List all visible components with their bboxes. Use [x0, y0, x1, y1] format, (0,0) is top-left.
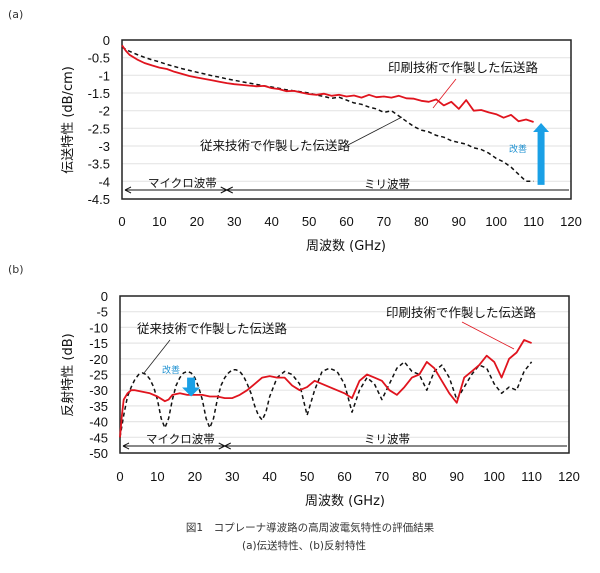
- y-tick-label: -25: [89, 368, 108, 383]
- y-tick-labels: 0 -0.5 -1 -1.5 -2 -2.5 -3 -3.5 -4 -4.5: [88, 33, 110, 207]
- series-printed-line: [121, 44, 534, 123]
- y-tick-label: 0: [101, 289, 108, 304]
- y-tick-label: 0: [103, 33, 110, 48]
- x-tick-label: 90: [452, 214, 466, 229]
- panel-label-b: (b): [8, 263, 24, 276]
- series-lines: [121, 44, 534, 183]
- x-tick-labels: 0 10 20 30 40 50 60 70 80 90 100 110 120: [118, 214, 581, 229]
- y-tick-label: -2: [98, 104, 110, 119]
- y-tick-label: -20: [89, 352, 108, 367]
- band-split-marker: [220, 186, 233, 194]
- y-tick-label: -50: [89, 446, 108, 461]
- gridlines: [122, 57, 571, 182]
- y-tick-label: -5: [96, 305, 108, 320]
- plot-frame: [119, 295, 570, 454]
- series-conventional-line: [121, 46, 534, 183]
- improve-label: 改善: [509, 143, 527, 155]
- chart-reflection: (b) 0-5-10-15-20-25-30-35-40-45-50 0 10 20…: [8, 263, 580, 509]
- x-tick-label: 70: [375, 469, 389, 484]
- band-label-mmwave: ミリ波帯: [364, 432, 410, 446]
- improve-arrow-shape: [533, 123, 550, 185]
- series-lines: [119, 339, 533, 438]
- y-axis-label: 伝送特性 (dB/cm): [61, 66, 76, 174]
- x-tick-label: 60: [339, 214, 353, 229]
- x-tick-label: 80: [414, 214, 428, 229]
- improve-arrow-up: [533, 123, 550, 185]
- x-tick-label: 0: [118, 214, 125, 229]
- conventional-label: 従来技術で作製した伝送路: [200, 138, 351, 153]
- y-tick-label: -1: [98, 68, 110, 83]
- y-tick-label: -35: [89, 399, 108, 414]
- x-tick-label: 100: [485, 214, 507, 229]
- printed-label: 印刷技術で作製した伝送路: [386, 305, 537, 320]
- x-tick-label: 40: [262, 469, 276, 484]
- y-tick-label: -0.5: [88, 51, 110, 66]
- y-tick-label: -3: [98, 139, 110, 154]
- annotations: 印刷技術で作製した伝送路 従来技術で作製した伝送路 改善: [200, 60, 550, 185]
- y-tick-label: -2.5: [88, 121, 110, 136]
- x-tick-label: 50: [300, 469, 314, 484]
- printed-leader-line: [432, 78, 457, 109]
- x-tick-labels: 0 10 20 30 40 50 60 70 80 90 100 110 120: [116, 469, 579, 484]
- x-tick-label: 120: [558, 469, 580, 484]
- band-split-marker: [218, 442, 231, 450]
- improve-arrow-down: [182, 377, 201, 397]
- x-tick-label: 50: [302, 214, 316, 229]
- conventional-leader-line: [143, 339, 171, 374]
- y-tick-label: -45: [89, 430, 108, 445]
- printed-label: 印刷技術で作製した伝送路: [388, 60, 539, 75]
- series-conventional-line: [119, 361, 533, 438]
- y-tick-label: -10: [89, 320, 108, 335]
- series-printed-line: [119, 339, 532, 438]
- improve-label: 改善: [162, 364, 180, 376]
- conventional-leader-line: [347, 116, 403, 146]
- y-tick-label: -30: [89, 383, 108, 398]
- x-tick-label: 120: [560, 214, 582, 229]
- x-tick-label: 90: [450, 469, 464, 484]
- frequency-bands: マイクロ波帯 ミリ波帯: [122, 432, 567, 450]
- x-tick-label: 60: [337, 469, 351, 484]
- figure-caption-line2: (a)伝送特性、(b)反射特性: [242, 539, 366, 552]
- x-tick-label: 10: [152, 214, 166, 229]
- panel-label-a: (a): [8, 8, 23, 21]
- conventional-label: 従来技術で作製した伝送路: [137, 321, 288, 336]
- improve-arrow-shape: [182, 377, 201, 397]
- chart-transmission: (a) 0 -0.5 -1 -1.5 -2 -2.5 -3 -3.5 -4 -4.5 0 10 20 3…: [8, 8, 582, 254]
- y-tick-label: -40: [89, 415, 108, 430]
- y-tick-label: -15: [89, 336, 108, 351]
- x-tick-label: 20: [190, 214, 204, 229]
- y-tick-label: -1.5: [88, 86, 110, 101]
- x-tick-label: 20: [188, 469, 202, 484]
- x-tick-label: 100: [483, 469, 505, 484]
- y-tick-label: -4.5: [88, 192, 110, 207]
- figure-caption-line1: 図1 コプレーナ導波路の高周波電気特性の評価結果: [186, 521, 435, 534]
- printed-leader-line: [461, 321, 515, 350]
- plot-frame: [121, 39, 572, 200]
- x-tick-label: 110: [523, 214, 544, 229]
- band-label-microwave: マイクロ波帯: [146, 432, 215, 446]
- y-tick-labels: 0-5-10-15-20-25-30-35-40-45-50: [89, 289, 108, 461]
- band-range-arrows: [124, 186, 569, 194]
- x-tick-label: 80: [412, 469, 426, 484]
- y-tick-label: -4: [98, 174, 110, 189]
- frequency-bands: マイクロ波帯 ミリ波帯: [124, 176, 569, 194]
- y-tick-label: -3.5: [88, 157, 110, 172]
- annotations: 印刷技術で作製した伝送路 従来技術で作製した伝送路 改善: [137, 305, 537, 397]
- x-tick-label: 30: [225, 469, 239, 484]
- x-tick-label: 10: [150, 469, 164, 484]
- band-label-mmwave: ミリ波帯: [364, 177, 410, 191]
- band-label-microwave: マイクロ波帯: [148, 176, 217, 190]
- y-axis-label: 反射特性 (dB): [60, 333, 76, 416]
- x-tick-label: 110: [521, 469, 542, 484]
- x-tick-label: 0: [116, 469, 123, 484]
- x-tick-label: 40: [264, 214, 278, 229]
- x-axis-label: 周波数 (GHz): [305, 494, 385, 509]
- x-tick-label: 30: [227, 214, 241, 229]
- band-range-arrows: [122, 442, 567, 450]
- arrowhead-left: [122, 442, 130, 450]
- x-tick-label: 70: [377, 214, 391, 229]
- x-axis-label: 周波数 (GHz): [306, 239, 386, 254]
- arrowhead-left: [124, 186, 132, 194]
